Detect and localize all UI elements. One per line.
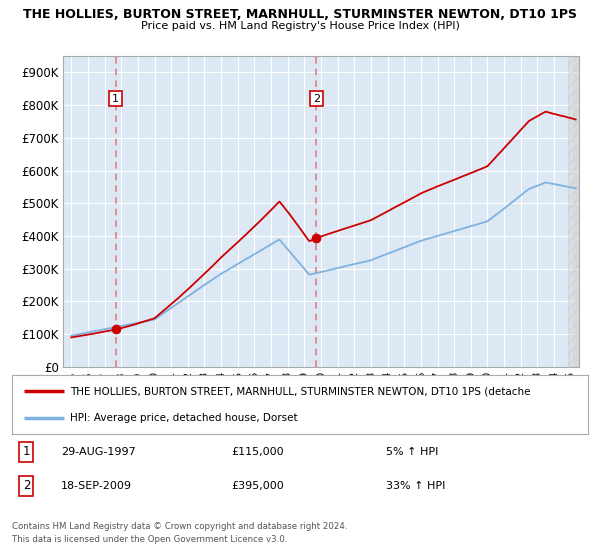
Text: 2: 2 <box>23 479 30 492</box>
Text: 33% ↑ HPI: 33% ↑ HPI <box>386 481 446 491</box>
Bar <box>568 56 579 367</box>
Text: This data is licensed under the Open Government Licence v3.0.: This data is licensed under the Open Gov… <box>12 535 287 544</box>
Text: 18-SEP-2009: 18-SEP-2009 <box>61 481 132 491</box>
Text: THE HOLLIES, BURTON STREET, MARNHULL, STURMINSTER NEWTON, DT10 1PS (detache: THE HOLLIES, BURTON STREET, MARNHULL, ST… <box>70 386 530 396</box>
Text: HPI: Average price, detached house, Dorset: HPI: Average price, detached house, Dors… <box>70 413 297 423</box>
Text: 1: 1 <box>23 445 30 459</box>
Text: Contains HM Land Registry data © Crown copyright and database right 2024.: Contains HM Land Registry data © Crown c… <box>12 522 347 531</box>
Text: 29-AUG-1997: 29-AUG-1997 <box>61 447 136 457</box>
Text: Price paid vs. HM Land Registry's House Price Index (HPI): Price paid vs. HM Land Registry's House … <box>140 21 460 31</box>
Text: THE HOLLIES, BURTON STREET, MARNHULL, STURMINSTER NEWTON, DT10 1PS: THE HOLLIES, BURTON STREET, MARNHULL, ST… <box>23 8 577 21</box>
Text: £395,000: £395,000 <box>231 481 284 491</box>
Text: 1: 1 <box>112 94 119 104</box>
Text: 2: 2 <box>313 94 320 104</box>
Text: £115,000: £115,000 <box>231 447 284 457</box>
Text: 5% ↑ HPI: 5% ↑ HPI <box>386 447 439 457</box>
